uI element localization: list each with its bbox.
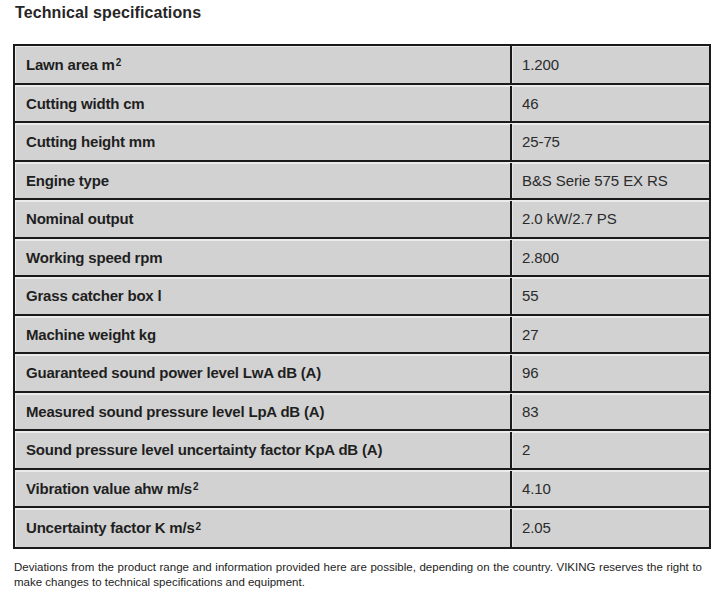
table-row: Cutting width cm 46 bbox=[15, 85, 709, 124]
table-row: Engine type B&S Serie 575 EX RS bbox=[15, 162, 709, 201]
spec-label-text: Measured sound pressure level LpA dB (A) bbox=[26, 403, 324, 420]
spec-label-cell: Engine type bbox=[15, 163, 512, 199]
spec-label-text: Cutting width cm bbox=[26, 95, 144, 112]
table-row: Vibration value ahw m/s2 4.10 bbox=[15, 470, 709, 509]
table-row: Grass catcher box l 55 bbox=[15, 277, 709, 316]
spec-label-cell: Vibration value ahw m/s2 bbox=[15, 471, 512, 507]
spec-label-text: Grass catcher box l bbox=[26, 287, 161, 304]
spec-value-cell: 96 bbox=[512, 355, 709, 391]
table-row: Uncertainty factor K m/s2 2.05 bbox=[15, 508, 709, 547]
spec-label-cell: Cutting height mm bbox=[15, 124, 512, 160]
spec-label-text: Uncertainty factor K m/s bbox=[26, 519, 195, 536]
table-row: Nominal output 2.0 kW/2.7 PS bbox=[15, 200, 709, 239]
page: Technical specifications Lawn area m2 1.… bbox=[0, 0, 713, 600]
spec-label-cell: Grass catcher box l bbox=[15, 278, 512, 314]
spec-label-text: Engine type bbox=[26, 172, 109, 189]
spec-value-cell: 2.05 bbox=[512, 509, 709, 547]
spec-label-text: Sound pressure level uncertainty factor … bbox=[26, 441, 382, 458]
table-row: Machine weight kg 27 bbox=[15, 316, 709, 355]
spec-label-text: Nominal output bbox=[26, 210, 133, 227]
spec-label-cell: Cutting width cm bbox=[15, 86, 512, 122]
spec-value-cell: 55 bbox=[512, 278, 709, 314]
table-row: Sound pressure level uncertainty factor … bbox=[15, 431, 709, 470]
table-row: Working speed rpm 2.800 bbox=[15, 239, 709, 278]
spec-value-cell: 4.10 bbox=[512, 471, 709, 507]
spec-label-text: Cutting height mm bbox=[26, 133, 155, 150]
spec-value-cell: 25-75 bbox=[512, 124, 709, 160]
spec-value-cell: 2.800 bbox=[512, 240, 709, 276]
spec-value-cell: 46 bbox=[512, 86, 709, 122]
spec-label-cell: Sound pressure level uncertainty factor … bbox=[15, 432, 512, 468]
spec-label-text: Working speed rpm bbox=[26, 249, 162, 266]
page-title: Technical specifications bbox=[15, 3, 713, 23]
table-row: Measured sound pressure level LpA dB (A)… bbox=[15, 393, 709, 432]
spec-value-cell: 27 bbox=[512, 317, 709, 353]
table-row: Cutting height mm 25-75 bbox=[15, 123, 709, 162]
spec-value-cell: 1.200 bbox=[512, 46, 709, 83]
spec-label-cell: Machine weight kg bbox=[15, 317, 512, 353]
table-row: Lawn area m2 1.200 bbox=[15, 46, 709, 85]
spec-value-cell: 2.0 kW/2.7 PS bbox=[512, 201, 709, 237]
spec-label-cell: Uncertainty factor K m/s2 bbox=[15, 509, 512, 547]
table-row: Guaranteed sound power level LwA dB (A) … bbox=[15, 354, 709, 393]
spec-table: Lawn area m2 1.200 Cutting width cm 46 C… bbox=[13, 44, 711, 549]
spec-label-cell: Guaranteed sound power level LwA dB (A) bbox=[15, 355, 512, 391]
spec-value-cell: 83 bbox=[512, 394, 709, 430]
footnote: Deviations from the product range and in… bbox=[14, 560, 702, 590]
spec-label-text: Machine weight kg bbox=[26, 326, 156, 343]
spec-label-cell: Measured sound pressure level LpA dB (A) bbox=[15, 394, 512, 430]
spec-label-text: Guaranteed sound power level LwA dB (A) bbox=[26, 364, 321, 381]
spec-label-cell: Lawn area m2 bbox=[15, 46, 512, 83]
spec-value-cell: B&S Serie 575 EX RS bbox=[512, 163, 709, 199]
spec-label-text: Vibration value ahw m/s bbox=[26, 480, 192, 497]
spec-value-cell: 2 bbox=[512, 432, 709, 468]
spec-label-cell: Working speed rpm bbox=[15, 240, 512, 276]
spec-label-cell: Nominal output bbox=[15, 201, 512, 237]
spec-label-text: Lawn area m bbox=[26, 56, 115, 73]
